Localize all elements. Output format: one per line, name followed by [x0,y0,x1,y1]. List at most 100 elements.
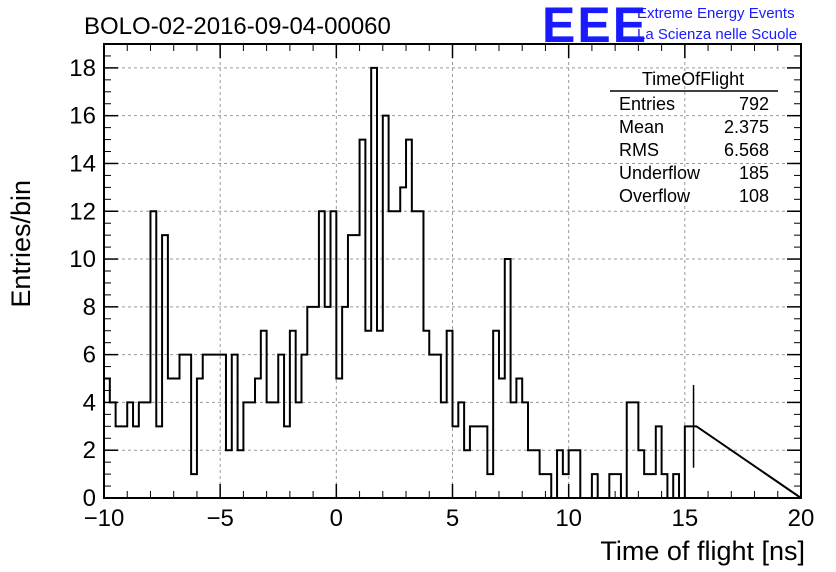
histogram-bin [197,379,203,498]
histogram-bin [389,211,395,498]
histogram-bin [354,235,360,498]
histogram-bin [406,140,412,498]
histogram-bin [243,402,249,498]
histogram-bin [267,402,273,498]
stats-label-mean: Mean [619,117,664,137]
histogram-bin [418,211,424,498]
x-tick-label: 10 [555,505,582,532]
histogram-bin [168,379,174,498]
histogram-bin [342,307,348,498]
histogram-bin [278,355,284,498]
histogram-bin [412,211,418,498]
histogram-bin [673,474,679,498]
histogram-bin [522,402,528,498]
histogram-bin [121,426,127,498]
histogram-bin [482,426,488,498]
stats-value-mean: 2.375 [724,117,769,137]
histogram-outline [103,66,802,499]
histogram-bin [301,355,307,498]
stats-label-entries: Entries [619,94,675,114]
histogram-bin [255,379,261,498]
histogram-bin [534,450,540,498]
y-tick-label: 0 [83,485,96,512]
histogram-bin [284,426,290,498]
histogram-bin [360,140,366,498]
histogram-bin [139,402,145,498]
histogram-bin [633,402,639,498]
histogram-bin [609,474,615,498]
x-tick-label: 15 [671,505,698,532]
y-tick-label: 14 [69,150,96,177]
histogram-bin [209,355,215,498]
histogram-bin [162,235,168,498]
histogram-bin [511,402,517,498]
x-tick-label: −10 [84,505,125,532]
histogram-bin [429,355,435,498]
y-tick-label: 16 [69,103,96,130]
histogram-bin [156,426,162,498]
histogram-bin [545,474,551,498]
histogram-bin [348,235,354,498]
histogram-bin [365,331,371,498]
histogram-bin [116,426,122,498]
histogram-bin [487,474,493,498]
histogram-bin [133,426,139,498]
y-tick-label: 8 [83,294,96,321]
histogram-bin [470,426,476,498]
eee-logo: EEE Extreme Energy Events La Scienza nel… [542,0,797,53]
y-axis-label: Entries/bin [6,180,36,308]
histogram-bin [493,331,499,498]
histogram-bin [296,402,302,498]
histogram-bin [615,474,621,498]
histogram-bin [307,307,313,498]
histogram-bin [464,450,470,498]
histogram-bin [191,474,197,498]
logo-line1: Extreme Energy Events [637,5,795,22]
histogram-bin [447,331,453,498]
logo-line2: La Scienza nelle Scuole [637,26,797,43]
stats-value-entries: 792 [739,94,769,114]
histogram-bin [336,379,342,498]
histogram-bin [371,68,377,498]
histogram-bin [656,426,662,498]
histogram-bin [592,474,598,498]
stats-box: TimeOfFlight Entries 792 Mean 2.375 RMS … [610,69,778,206]
y-axis: 0 2 4 6 8 10 12 14 16 18 [69,43,801,512]
histogram-bin [261,331,267,498]
x-axis: −10 −5 0 5 10 15 20 [84,44,814,532]
histogram-bin [331,211,337,498]
y-tick-label: 2 [83,437,96,464]
histogram-series [103,66,802,499]
histogram-bin [238,450,244,498]
stats-label-rms: RMS [619,140,659,160]
stats-value-overflow: 108 [739,186,769,206]
histogram-bin [383,116,389,498]
histogram-bin [249,402,255,498]
histogram-bin [180,355,186,498]
histogram-bin [319,211,325,498]
histogram-bin [174,379,180,498]
histogram-bin [627,402,633,498]
histogram-bin [150,211,156,498]
histogram-bin [499,379,505,498]
y-tick-label: 6 [83,342,96,369]
histogram-bin [214,355,220,498]
histogram-bin [400,187,406,498]
stats-label-underflow: Underflow [619,163,701,183]
histogram-bin [662,474,668,498]
histogram-bin [290,331,296,498]
histogram-bin [574,450,580,498]
x-tick-label: −5 [206,505,233,532]
histogram-bin [325,307,331,498]
histogram-bin [232,355,238,498]
histogram-bin [423,331,429,498]
histogram-bin [644,474,650,498]
histogram-bin [505,259,511,498]
y-tick-label: 4 [83,389,96,416]
x-tick-label: 0 [330,505,343,532]
histogram-bin [476,426,482,498]
histogram-bin [516,379,522,498]
histogram-bin [220,355,226,498]
